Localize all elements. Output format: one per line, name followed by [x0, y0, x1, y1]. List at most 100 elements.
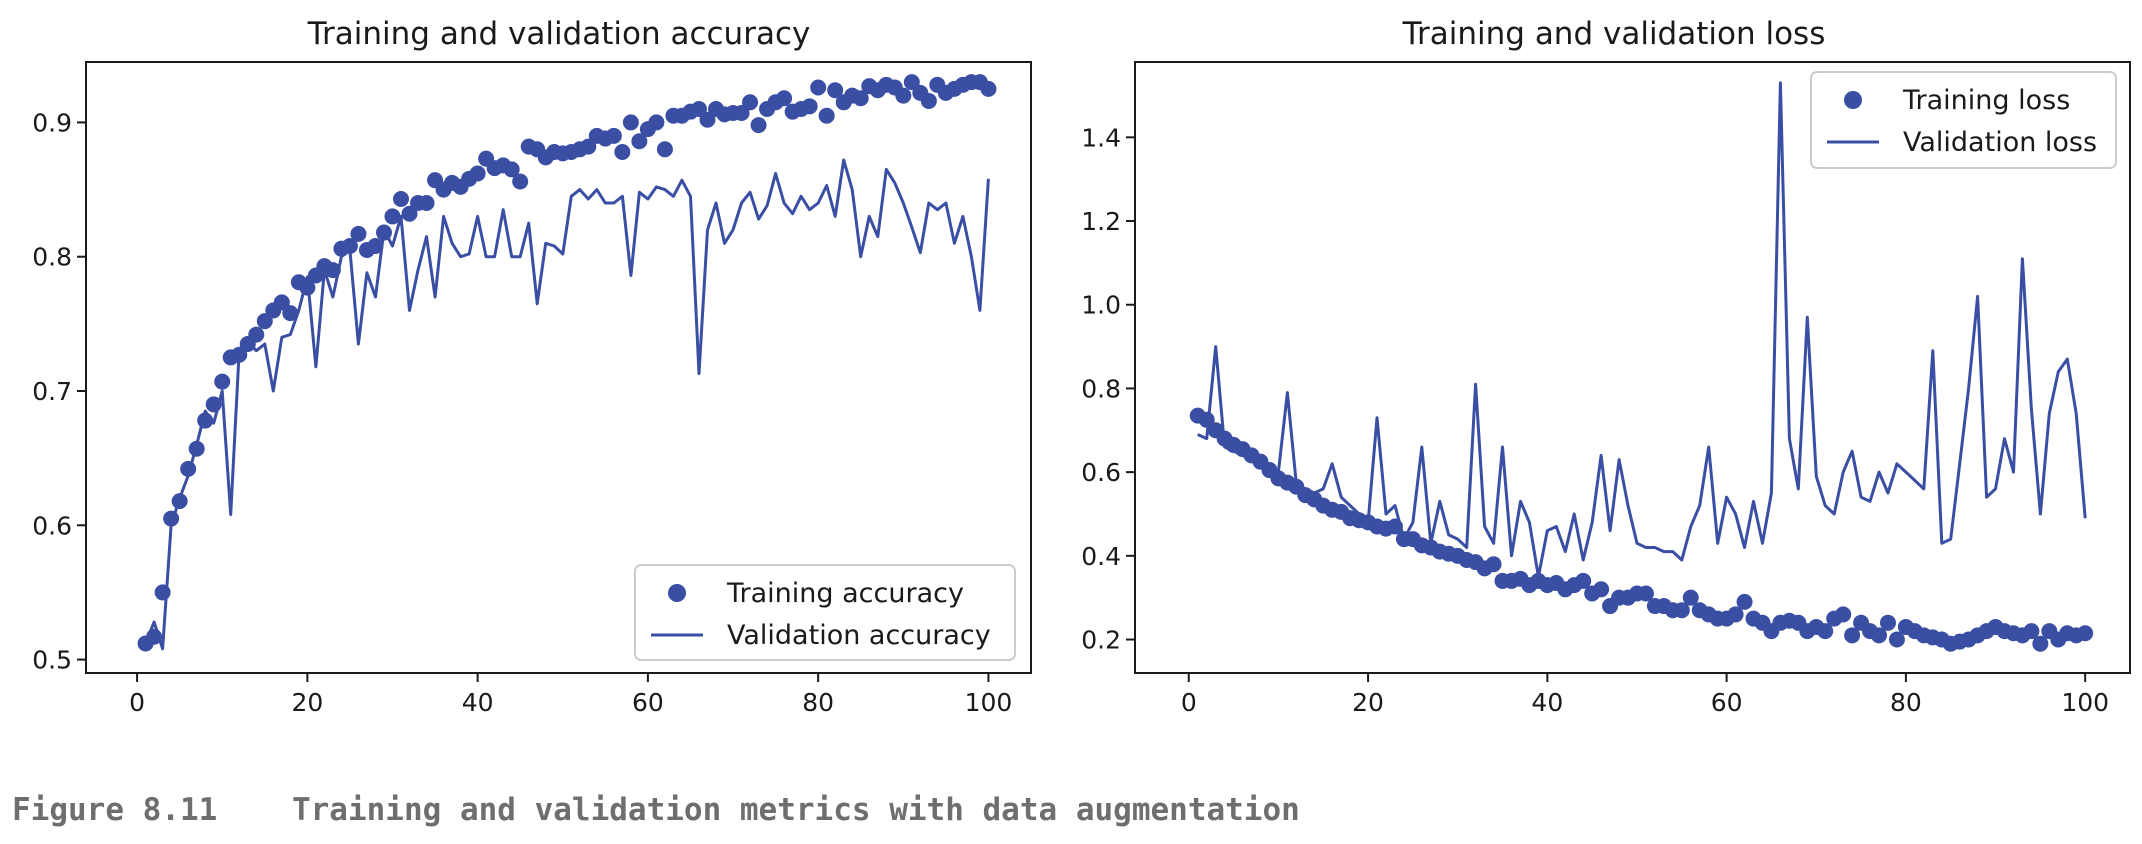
- training-accuracy-point: [614, 143, 631, 160]
- axes-frame: [85, 61, 1032, 674]
- training-accuracy-point: [827, 82, 844, 99]
- training-accuracy-point: [384, 208, 401, 225]
- loss-chart: Training and validation loss 0 20 40 60 80 10…: [1081, 16, 2131, 717]
- training-accuracy-point: [256, 313, 273, 330]
- y-tick-label: 1.2: [1081, 207, 1121, 236]
- y-tick-label: 1.0: [1081, 291, 1121, 320]
- x-tick-label: 60: [632, 688, 664, 717]
- x-tick-label: 80: [1890, 688, 1922, 717]
- training-loss-point: [1871, 627, 1888, 644]
- training-accuracy-point: [750, 117, 767, 134]
- training-accuracy-point: [622, 114, 639, 131]
- training-accuracy-point: [393, 190, 409, 207]
- training-accuracy-point: [401, 205, 418, 222]
- x-tick-label: 80: [802, 688, 834, 717]
- legend-label-training-accuracy: Training accuracy: [726, 578, 964, 609]
- legend: Training loss Validation loss: [1810, 71, 2117, 169]
- x-tick-label: 40: [462, 688, 494, 717]
- x-tick-label: 100: [2061, 688, 2109, 717]
- training-loss-point: [2023, 623, 2040, 640]
- chart-title: Training and validation loss: [1402, 16, 1826, 52]
- training-loss-point: [1888, 631, 1905, 648]
- caption-text: Training and validation metrics with dat…: [291, 792, 1300, 828]
- x-tick-label: 60: [1711, 688, 1743, 717]
- training-accuracy-point: [776, 90, 793, 107]
- training-accuracy-point: [920, 92, 937, 109]
- training-accuracy-point: [418, 195, 435, 211]
- training-accuracy-point: [801, 98, 818, 115]
- legend-label-training-loss: Training loss: [1902, 85, 2070, 116]
- training-accuracy-point: [818, 107, 835, 124]
- y-tick-label: 0.8: [1081, 374, 1121, 403]
- training-accuracy-point: [282, 305, 299, 322]
- training-accuracy-point: [690, 101, 707, 117]
- accuracy-chart: Training and validation accuracy 0 20 40 60…: [32, 16, 1032, 717]
- training-loss-point: [1727, 606, 1744, 623]
- training-accuracy-point: [648, 114, 665, 131]
- training-loss-point: [1575, 572, 1592, 589]
- training-accuracy-point: [580, 138, 597, 155]
- training-accuracy-point: [631, 133, 648, 150]
- training-accuracy-point: [503, 161, 520, 178]
- training-accuracy-point: [512, 173, 529, 190]
- training-loss-point: [1198, 411, 1215, 428]
- figure-caption: Figure 8.11 Training and validation metr…: [12, 792, 1300, 828]
- training-accuracy-point: [852, 90, 869, 107]
- y-tick-label: 0.6: [1081, 458, 1121, 487]
- training-loss-point: [1817, 623, 1834, 640]
- training-loss-point: [1593, 581, 1610, 598]
- training-loss-series: [1189, 407, 2094, 652]
- training-loss-point: [1736, 593, 1753, 610]
- y-tick-label: 0.2: [1081, 626, 1121, 655]
- training-accuracy-point: [367, 237, 384, 254]
- training-accuracy-point: [742, 94, 759, 111]
- legend-swatch-training-loss: [1844, 91, 1862, 109]
- training-loss-point: [1637, 585, 1654, 602]
- y-tick-label: 0.4: [1081, 542, 1121, 571]
- chart-title: Training and validation accuracy: [307, 16, 811, 52]
- training-accuracy-point: [248, 326, 265, 343]
- validation-loss-line: [1197, 81, 2087, 579]
- training-loss-point: [1485, 556, 1502, 573]
- training-accuracy-point: [350, 225, 367, 242]
- training-loss-point: [2032, 635, 2049, 652]
- training-loss-point: [1673, 602, 1690, 619]
- training-loss-point: [1682, 589, 1699, 606]
- training-loss-point: [1835, 606, 1852, 623]
- legend-box: [634, 564, 1016, 661]
- training-loss-point: [2077, 625, 2094, 642]
- legend-box: [1810, 71, 2117, 169]
- y-tick-label: 0.7: [32, 377, 72, 406]
- x-tick-label: 100: [965, 688, 1013, 717]
- training-accuracy-point: [980, 80, 997, 97]
- validation-accuracy-line: [144, 158, 990, 651]
- training-accuracy-point: [656, 141, 673, 158]
- legend-label-validation-loss: Validation loss: [1903, 127, 2097, 158]
- training-accuracy-point: [273, 294, 290, 311]
- axes-frame: [1134, 61, 2131, 674]
- x-tick-label: 20: [1352, 688, 1384, 717]
- y-tick-label: 0.8: [32, 243, 72, 272]
- caption-label: Figure 8.11: [12, 792, 218, 828]
- training-accuracy-point: [699, 111, 716, 128]
- y-tick-label: 0.5: [32, 646, 72, 675]
- legend-label-validation-accuracy: Validation accuracy: [727, 620, 991, 651]
- x-tick-label: 20: [291, 688, 323, 717]
- plot-area: [1189, 81, 2094, 652]
- training-accuracy-point: [341, 237, 358, 254]
- plot-area: [137, 74, 997, 652]
- x-tick-label: 0: [129, 688, 145, 717]
- x-tick-label: 40: [1531, 688, 1563, 717]
- training-accuracy-point: [469, 165, 486, 182]
- y-tick-label: 0.6: [32, 511, 72, 540]
- training-accuracy-point: [605, 127, 622, 144]
- y-tick-label: 0.9: [32, 108, 72, 137]
- training-accuracy-point: [733, 105, 750, 122]
- training-accuracy-point: [903, 74, 920, 91]
- legend-swatch-training-accuracy: [668, 584, 686, 602]
- training-accuracy-point: [214, 373, 231, 390]
- training-loss-point: [1844, 627, 1861, 644]
- training-loss-point: [1879, 614, 1896, 631]
- training-accuracy-point: [810, 79, 827, 96]
